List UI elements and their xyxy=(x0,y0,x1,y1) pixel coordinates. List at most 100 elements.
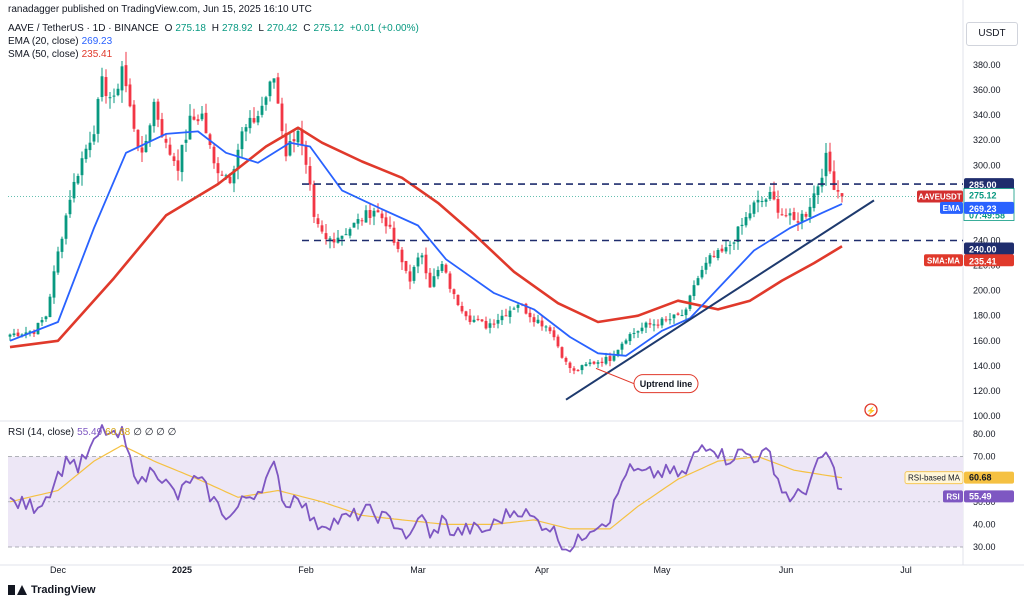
candle xyxy=(756,190,760,213)
candle-body xyxy=(56,251,60,273)
candle-body xyxy=(596,362,600,364)
candle-body xyxy=(528,312,532,318)
candle-body xyxy=(20,334,24,336)
candle-body xyxy=(836,190,840,192)
candle xyxy=(644,321,648,333)
candle xyxy=(480,319,484,323)
uptrend-line xyxy=(565,199,875,401)
candle-body xyxy=(272,78,276,83)
candle-body xyxy=(368,210,372,218)
candle xyxy=(24,326,28,339)
candle-body xyxy=(324,233,328,240)
candle xyxy=(672,314,676,324)
candle-body xyxy=(196,119,200,122)
candle-body xyxy=(340,235,344,239)
candle xyxy=(476,315,480,322)
candle-body xyxy=(328,238,332,240)
candle-body xyxy=(48,296,52,318)
candle-body xyxy=(564,357,568,362)
candle xyxy=(316,213,320,228)
candle xyxy=(116,83,120,97)
candle xyxy=(436,266,440,280)
candle-body xyxy=(532,317,536,323)
candle-body xyxy=(628,334,632,342)
ohlc-low-label: L xyxy=(258,23,264,34)
candle-body xyxy=(588,362,592,365)
candle xyxy=(616,349,620,358)
currency-button[interactable]: USDT xyxy=(966,22,1018,46)
candle-body xyxy=(752,202,756,214)
candle-body xyxy=(256,116,260,123)
candle xyxy=(416,252,420,274)
candle-body xyxy=(292,139,296,142)
sma-price-tag-bg xyxy=(964,254,1014,267)
candle xyxy=(440,261,444,273)
candle-body xyxy=(616,349,620,356)
candle xyxy=(384,211,388,234)
candle-body xyxy=(652,324,656,326)
candle xyxy=(124,51,128,93)
candle-body xyxy=(332,239,336,243)
ohlc-close: 275.12 xyxy=(313,23,345,34)
candle xyxy=(412,265,416,284)
candle-body xyxy=(716,250,720,259)
candle-body xyxy=(36,322,40,335)
candle xyxy=(744,211,748,228)
price-tick-label: 300.00 xyxy=(973,160,1001,170)
price-tick-label: 140.00 xyxy=(973,361,1001,371)
candle-body xyxy=(744,217,748,226)
candle xyxy=(680,309,684,317)
candle xyxy=(768,186,772,201)
candle xyxy=(320,220,324,234)
candle xyxy=(484,316,488,330)
publisher-line: ranadagger published on TradingView.com,… xyxy=(8,4,312,15)
rsi-ma-value-tag-bg xyxy=(964,471,1014,484)
candle xyxy=(724,240,728,254)
candle xyxy=(216,157,220,184)
candle xyxy=(548,325,552,334)
candle-body xyxy=(152,101,156,127)
candle-body xyxy=(636,331,640,333)
rsi-name-tag-text: RSI xyxy=(946,492,959,501)
candle-body xyxy=(620,343,624,350)
candle-body xyxy=(280,103,284,132)
candle-body xyxy=(236,149,240,170)
candle xyxy=(728,240,732,255)
candle-body xyxy=(12,333,16,336)
candle-body xyxy=(788,213,792,216)
candles xyxy=(8,51,844,375)
rsi-ma-legend-value: 60.68 xyxy=(105,427,131,438)
candle xyxy=(532,313,536,327)
candle-body xyxy=(68,199,72,215)
candle-body xyxy=(240,131,244,150)
candle-body xyxy=(156,101,160,120)
candle-body xyxy=(428,272,432,288)
candle-body xyxy=(228,176,232,184)
candle xyxy=(580,364,584,375)
candle xyxy=(164,132,168,149)
candle-body xyxy=(16,332,20,337)
candle-body xyxy=(128,84,132,107)
candle-body xyxy=(60,238,64,252)
candle xyxy=(156,98,160,128)
candle-body xyxy=(692,285,696,297)
candle-body xyxy=(24,332,28,335)
candle-body xyxy=(164,138,168,143)
candle-body xyxy=(40,320,44,323)
price-tick-label: 200.00 xyxy=(973,286,1001,296)
tradingview-logo[interactable]: TradingView xyxy=(8,584,96,596)
candle-body xyxy=(580,365,584,371)
ema-line xyxy=(9,130,843,357)
candle-body xyxy=(560,347,564,358)
candle-body xyxy=(468,315,472,322)
candle xyxy=(288,131,292,157)
price-tick-label: 380.00 xyxy=(973,60,1001,70)
candle xyxy=(816,183,820,205)
candle xyxy=(372,207,376,226)
candle xyxy=(784,208,788,218)
ema-name-tag-bg xyxy=(940,201,963,214)
candle-body xyxy=(668,319,672,321)
candle xyxy=(344,228,348,236)
candle xyxy=(140,135,144,163)
